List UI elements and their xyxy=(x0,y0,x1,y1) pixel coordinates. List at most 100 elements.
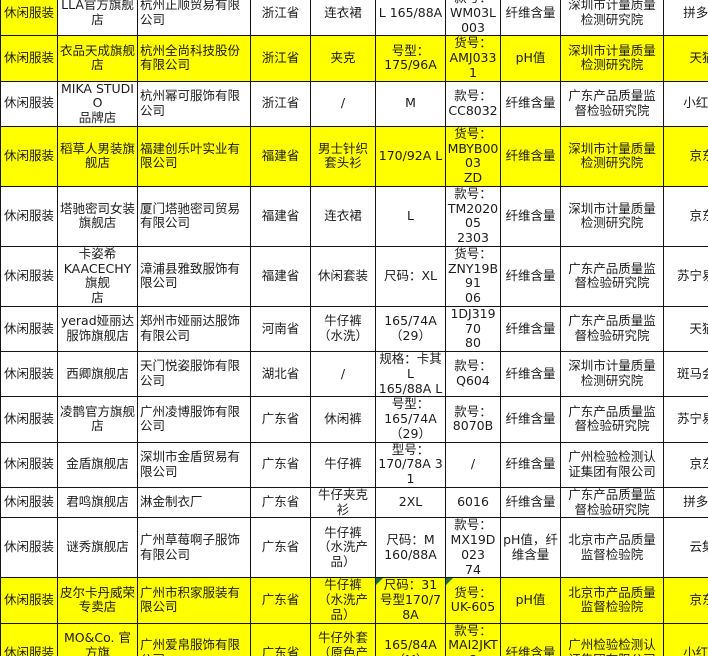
cell-size: 165/84A （M） xyxy=(375,622,446,656)
cell-product: 男士针织 套头衫 xyxy=(310,125,376,187)
cell-platform: 京东 xyxy=(663,577,708,624)
cell-item-no: 款号： 8070B xyxy=(445,396,501,443)
cell-province: 广东省 xyxy=(250,622,311,656)
cell-province: 广东省 xyxy=(250,486,311,519)
cell-size: 尺码：M 160/88A xyxy=(375,517,446,579)
cell-test-item: 纤维含量 xyxy=(500,486,561,519)
cell-category: 休闲服装 xyxy=(0,245,58,307)
cell-company: 杭州全尚科技股份 有限公司 xyxy=(137,35,251,82)
cell-product: 夹克 xyxy=(310,35,376,82)
cell-company: 广州市积家服装有 限公司 xyxy=(137,577,251,624)
cell-test-item: pH值 xyxy=(500,35,561,82)
cell-size: 165/74A （29） xyxy=(375,305,446,353)
cell-category: 休闲服装 xyxy=(0,80,58,127)
cell-test-item: 纤维含量 xyxy=(500,80,561,127)
table-row: 休闲服装 塔驰密司女装 旗舰店 厦门塔驰密司贸易 有限公司 福建省 连衣裙 L 款号： TM… xyxy=(0,185,708,247)
cell-item-no: 款号： MAI2JKTO 07-S80 xyxy=(445,622,501,656)
cell-store: yerad娅丽达 服饰旗舰店 xyxy=(57,305,138,353)
cell-test-item: pH值，纤 维含量 xyxy=(500,517,561,579)
cell-store: 君鸣旗舰店 xyxy=(57,486,138,519)
cell-company: 广州爱帛服饰有限 公司 xyxy=(137,622,251,656)
cell-agency: 北京市产品质量 监督检验院 xyxy=(560,517,664,579)
cell-platform: 京东 xyxy=(663,185,708,247)
cell-agency: 深圳市计量质量 检测研究院 xyxy=(560,0,664,37)
cell-category: 休闲服装 xyxy=(0,35,58,82)
cell-product: 牛仔外套 （原色产 品） xyxy=(310,622,376,656)
cell-platform: 云集 xyxy=(663,517,708,579)
cell-size: M xyxy=(375,80,446,127)
cell-size: 2XL xyxy=(375,486,446,519)
table-row: 休闲服装 君鸣旗舰店 淋金制衣厂 广东省 牛仔夹克 衫 2XL 6016 纤维含量 广东产品质量… xyxy=(0,486,708,519)
cell-test-item: 纤维含量 xyxy=(500,350,561,398)
cell-store: MIKA STUDIO 品牌店 xyxy=(57,80,138,127)
cell-category: 休闲服装 xyxy=(0,0,58,37)
cell-platform: 苏宁易购 xyxy=(663,245,708,307)
cell-test-item: 纤维含量 xyxy=(500,622,561,656)
cell-item-no: 款号： TM202005 2303 xyxy=(445,185,501,247)
cell-agency: 深圳市计量质量 检测研究院 xyxy=(560,35,664,82)
cell-size: 尺码：31 号型170/78A xyxy=(375,577,446,624)
cell-product: 连衣裙 xyxy=(310,185,376,247)
cell-platform: 拼多多 xyxy=(663,0,708,37)
cell-province: 福建省 xyxy=(250,245,311,307)
cell-platform: 拼多多 xyxy=(663,486,708,519)
cell-agency: 深圳市计量质量 检测研究院 xyxy=(560,350,664,398)
cell-category: 休闲服装 xyxy=(0,486,58,519)
cell-province: 广东省 xyxy=(250,577,311,624)
cell-item-no: 款号： MX19D023 74 xyxy=(445,517,501,579)
cell-size: 号型： 165/74A （29） xyxy=(375,396,446,443)
cell-company: 杭州正顺贸易有限 公司 xyxy=(137,0,251,37)
cell-company: 广州草莓啊子服饰 有限公司 xyxy=(137,517,251,579)
cell-category: 休闲服装 xyxy=(0,185,58,247)
cell-company: 深圳市金盾贸易有 限公司 xyxy=(137,441,251,488)
cell-province: 浙江省 xyxy=(250,80,311,127)
cell-store: 塔驰密司女装 旗舰店 xyxy=(57,185,138,247)
cell-category: 休闲服装 xyxy=(0,305,58,353)
cell-item-no: 货号： UK-605 xyxy=(445,577,501,624)
cell-test-item: 纤维含量 xyxy=(500,396,561,443)
cell-item-no: 货号： ZNY19B91 06 xyxy=(445,245,501,307)
table-row: 休闲服装 谜秀旗舰店 广州草莓啊子服饰 有限公司 广东省 牛仔裤 （水洗产 品） 尺码：M… xyxy=(0,517,708,579)
cell-province: 福建省 xyxy=(250,185,311,247)
cell-platform: 天猫 xyxy=(663,35,708,82)
cell-company: 郑州市娅丽达服饰 有限公司 xyxy=(137,305,251,353)
cell-category: 休闲服装 xyxy=(0,441,58,488)
cell-province: 湖北省 xyxy=(250,350,311,398)
cell-product: 牛仔裤 （水洗产 品） xyxy=(310,577,376,624)
table-row: 休闲服装 皮尔卡丹威荣 专卖店 广州市积家服装有 限公司 广东省 牛仔裤 （水洗产 品）… xyxy=(0,577,708,624)
cell-store: 谜秀旗舰店 xyxy=(57,517,138,579)
cell-test-item: 纤维含量 xyxy=(500,0,561,37)
cell-platform: 小红书 xyxy=(663,622,708,656)
cell-platform: 京东 xyxy=(663,441,708,488)
cell-product: 牛仔裤 （水洗产 品） xyxy=(310,517,376,579)
table-row: 休闲服装 西卿旗舰店 天门悦姿服饰有限 公司 湖北省 / 规格：卡其L 165/88A L… xyxy=(0,350,708,398)
cell-store: 金盾旗舰店 xyxy=(57,441,138,488)
cell-agency: 广东产品质量监 督检验研究院 xyxy=(560,80,664,127)
cell-company: 淋金制衣厂 xyxy=(137,486,251,519)
table-row: 休闲服装 凌鹊官方旗舰 店广州凌博服饰有限 公司 广东省 休闲裤 号型： 165/74A… xyxy=(0,396,708,443)
cell-store: MO&Co. 官方旗 舰店 xyxy=(57,622,138,656)
cell-agency: 广东产品质量监 督检验研究院 xyxy=(560,305,664,353)
cell-store: 衣品天成旗舰 店 xyxy=(57,35,138,82)
cell-size: L 165/88A xyxy=(375,0,446,37)
table-row: 休闲服装 衣品天成旗舰 店杭州全尚科技股份 有限公司 浙江省 夹克 号型： 175/96… xyxy=(0,35,708,82)
cell-store: 西卿旗舰店 xyxy=(57,350,138,398)
cell-platform: 斑马会员 xyxy=(663,350,708,398)
cell-product: / xyxy=(310,350,376,398)
cell-test-item: pH值 xyxy=(500,577,561,624)
cell-agency: 深圳市计量质量 检测研究院 xyxy=(560,125,664,187)
cell-item-no: 款号： Q604 xyxy=(445,350,501,398)
cell-product: 连衣裙 xyxy=(310,0,376,37)
table-row: 休闲服装 MIKA STUDIO 品牌店 杭州幂可服饰有限 公司 浙江省 / M 款号： C… xyxy=(0,80,708,127)
cell-agency: 广州检验检测认 证集团有限公司 xyxy=(560,622,664,656)
cell-product: 牛仔裤 xyxy=(310,441,376,488)
cell-store: 皮尔卡丹威荣 专卖店 xyxy=(57,577,138,624)
cell-company: 漳浦县雅致服饰有 限公司 xyxy=(137,245,251,307)
cell-agency: 深圳市计量质量 检测研究院 xyxy=(560,185,664,247)
cell-company: 福建创乐叶实业有 限公司 xyxy=(137,125,251,187)
cell-item-no: / xyxy=(445,441,501,488)
cell-size: L xyxy=(375,185,446,247)
cell-test-item: 纤维含量 xyxy=(500,185,561,247)
cell-province: 河南省 xyxy=(250,305,311,353)
